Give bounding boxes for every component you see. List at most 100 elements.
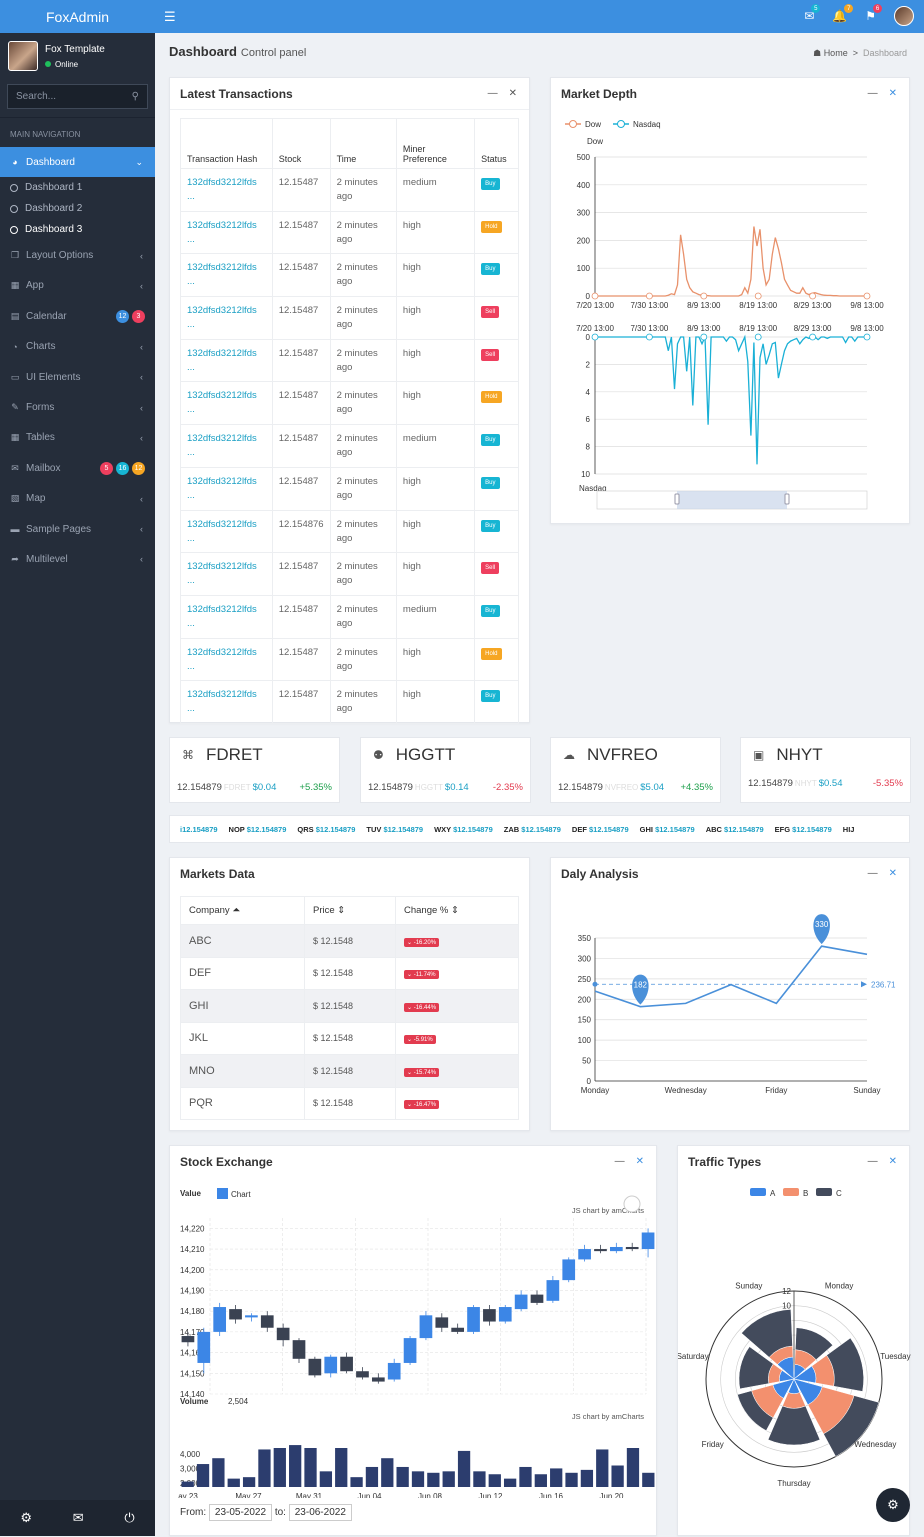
to-date-input[interactable]: 23-06-2022 [288, 1504, 352, 1521]
y-tick: 2 [586, 360, 591, 369]
sidebar-item-map[interactable]: ▧ Map ‹ [0, 484, 155, 514]
close-icon[interactable]: ✕ [635, 1156, 644, 1167]
marquee-item[interactable]: ZAB $12.154879 [504, 825, 561, 834]
status-pill[interactable]: Buy [481, 604, 500, 617]
status-pill[interactable]: Sell [481, 348, 500, 361]
sidebar-item-layout-options[interactable]: ❒ Layout Options ‹ [0, 240, 155, 270]
collapse-icon[interactable]: — [867, 868, 878, 879]
sidebar-item-tables[interactable]: ▦ Tables ‹ [0, 423, 155, 453]
traffic-types-chart[interactable]: ABC24681012MondayTuesdayWednesdayThursda… [678, 1178, 911, 1537]
status-pill[interactable]: Buy [481, 263, 500, 276]
col-change[interactable]: Change % ⇕ [395, 896, 519, 925]
tx-hash[interactable]: 132dfsd3212lfds ... [180, 466, 273, 511]
stock-exchange-chart[interactable]: Value Chart JS chart by amCharts 14,140 14,1… [170, 1178, 658, 1498]
marquee-item[interactable]: EFG $12.154879 [775, 825, 832, 834]
sidebar-item-calendar[interactable]: ▤ Calendar 12 3 [0, 301, 155, 331]
status-pill[interactable]: Buy [481, 690, 500, 703]
tx-hash[interactable]: 132dfsd3212lfds ... [180, 594, 273, 639]
tx-hash[interactable]: 132dfsd3212lfds ... [180, 296, 273, 340]
ticker-card[interactable]: ⚉ HGGTT 12.154879 HGGTT $0.14 -2.35% [360, 737, 531, 803]
status-pill[interactable]: Buy [481, 519, 500, 532]
marquee-item[interactable]: WXY $12.154879 [434, 825, 493, 834]
messages-icon[interactable]: ✉ 5 [804, 4, 821, 23]
collapse-icon[interactable]: — [867, 1156, 878, 1167]
sidebar-item-multilevel[interactable]: ➦ Multilevel ‹ [0, 544, 155, 574]
user-menu-avatar[interactable] [894, 6, 914, 26]
status-pill[interactable]: Buy [481, 476, 500, 489]
tx-hash[interactable]: 132dfsd3212lfds ... [180, 680, 273, 724]
sidebar-subitem-dashboard-2[interactable]: Dashboard 2 [0, 198, 155, 219]
marquee-item[interactable]: HIJ [843, 825, 855, 834]
ticker-card[interactable]: ☁ NVFREO 12.154879 NVFREO $5.04 +4.35% [550, 737, 721, 803]
status-pill[interactable]: Sell [481, 562, 500, 575]
collapse-icon[interactable]: — [487, 88, 498, 99]
breadcrumb-home[interactable]: Home [823, 48, 848, 58]
sidebar-subitem-dashboard-3[interactable]: Dashboard 3 [0, 219, 155, 240]
col-company[interactable]: Company ⏶ [180, 896, 305, 925]
topbar-icons: ✉ 5 🔔 7 ⚑ 6 [804, 4, 914, 26]
volume-bar [227, 1478, 240, 1487]
tx-hash[interactable]: 132dfsd3212lfds ... [180, 424, 273, 468]
app-logo[interactable]: FoxAdmin [0, 0, 155, 33]
sidebar-item-ui-elements[interactable]: ▭ UI Elements ‹ [0, 362, 155, 392]
user-name: Fox Template [45, 43, 105, 55]
sidebar-item-dashboard[interactable]: ◕ Dashboard ⌄ [0, 147, 155, 178]
col-price[interactable]: Price ⇕ [304, 896, 396, 925]
tx-hash[interactable]: 132dfsd3212lfds ... [180, 168, 273, 212]
tx-hash[interactable]: 132dfsd3212lfds ... [180, 338, 273, 383]
tx-stock: 12.15487 [271, 210, 331, 255]
search-icon[interactable]: ⚲ [131, 91, 139, 102]
chevron-left-icon: ‹ [140, 280, 143, 291]
close-icon[interactable]: ✕ [888, 88, 897, 99]
tx-hash[interactable]: 132dfsd3212lfds ... [180, 552, 273, 596]
status-pill[interactable]: Hold [481, 391, 502, 404]
sidebar-item-app[interactable]: ▦ App ‹ [0, 271, 155, 301]
status-pill[interactable]: Hold [481, 220, 502, 233]
tx-hash[interactable]: 132dfsd3212lfds ... [180, 637, 273, 682]
close-icon[interactable]: ✕ [888, 868, 897, 879]
tx-stock: 12.15487 [271, 637, 331, 682]
tx-hash[interactable]: 132dfsd3212lfds ... [180, 381, 273, 426]
marquee-item[interactable]: NOP $12.154879 [229, 825, 287, 834]
marquee-item[interactable]: QRS $12.154879 [297, 825, 355, 834]
sidebar-item-sample-pages[interactable]: ▬ Sample Pages ‹ [0, 514, 155, 544]
status-pill[interactable]: Buy [481, 434, 500, 447]
marquee-item[interactable]: GHI $12.154879 [640, 825, 695, 834]
close-icon[interactable]: ✕ [508, 88, 517, 99]
volume-bar [350, 1477, 363, 1487]
ticker-card[interactable]: ▣ NHYT 12.154879 NHYT $0.54 -5.35% [740, 737, 911, 803]
power-icon[interactable]: ⏻ [124, 1510, 135, 1525]
collapse-icon[interactable]: — [867, 88, 878, 99]
marquee-item[interactable]: i12.154879 [180, 825, 218, 834]
search-input[interactable]: Search... [16, 91, 57, 102]
tx-hash[interactable]: 132dfsd3212lfds ... [180, 210, 273, 255]
sidebar-item-mailbox[interactable]: ✉ Mailbox 5 16 12 [0, 453, 155, 483]
settings-fab[interactable]: ⚙ [876, 1488, 910, 1522]
from-date-input[interactable]: 23-05-2022 [208, 1504, 273, 1521]
tx-hash[interactable]: 132dfsd3212lfds ... [180, 253, 273, 298]
flag-icon[interactable]: ⚑ 6 [865, 4, 882, 23]
close-icon[interactable]: ✕ [888, 1156, 897, 1167]
status-pill[interactable]: Hold [481, 647, 502, 660]
tx-hash[interactable]: 132dfsd3212lfds ... [180, 509, 273, 554]
daily-analysis-chart[interactable]: 0 50 100 150 200 250 300 350 Monday Wednesday Frid… [551, 890, 911, 1132]
status-pill[interactable]: Buy [481, 178, 500, 190]
sidebar-item-charts[interactable]: ◔ Charts ‹ [0, 332, 155, 362]
settings-icon[interactable]: ⚙ [20, 1510, 32, 1525]
menu-toggle-icon[interactable]: ☰ [164, 9, 176, 24]
envelope-icon[interactable]: ✉ [72, 1510, 84, 1525]
status-pill[interactable]: Sell [481, 306, 500, 319]
collapse-icon[interactable]: — [614, 1156, 625, 1167]
share-icon: ➦ [11, 553, 19, 564]
sidebar-badges: 12 3 [116, 309, 145, 323]
marquee-item[interactable]: ABC $12.154879 [706, 825, 764, 834]
ticker-card[interactable]: ⌘ FDRET 12.154879 FDRET $0.04 +5.35% [169, 737, 340, 803]
sidebar-subitem-dashboard-1[interactable]: Dashboard 1 [0, 177, 155, 198]
y-tick: 300 [577, 209, 591, 218]
notifications-icon[interactable]: 🔔 7 [832, 4, 854, 23]
sidebar-item-forms[interactable]: ✎ Forms ‹ [0, 392, 155, 422]
sidebar-search[interactable]: Search... ⚲ [7, 84, 148, 109]
marquee-item[interactable]: DEF $12.154879 [572, 825, 629, 834]
marquee-item[interactable]: TUV $12.154879 [366, 825, 423, 834]
